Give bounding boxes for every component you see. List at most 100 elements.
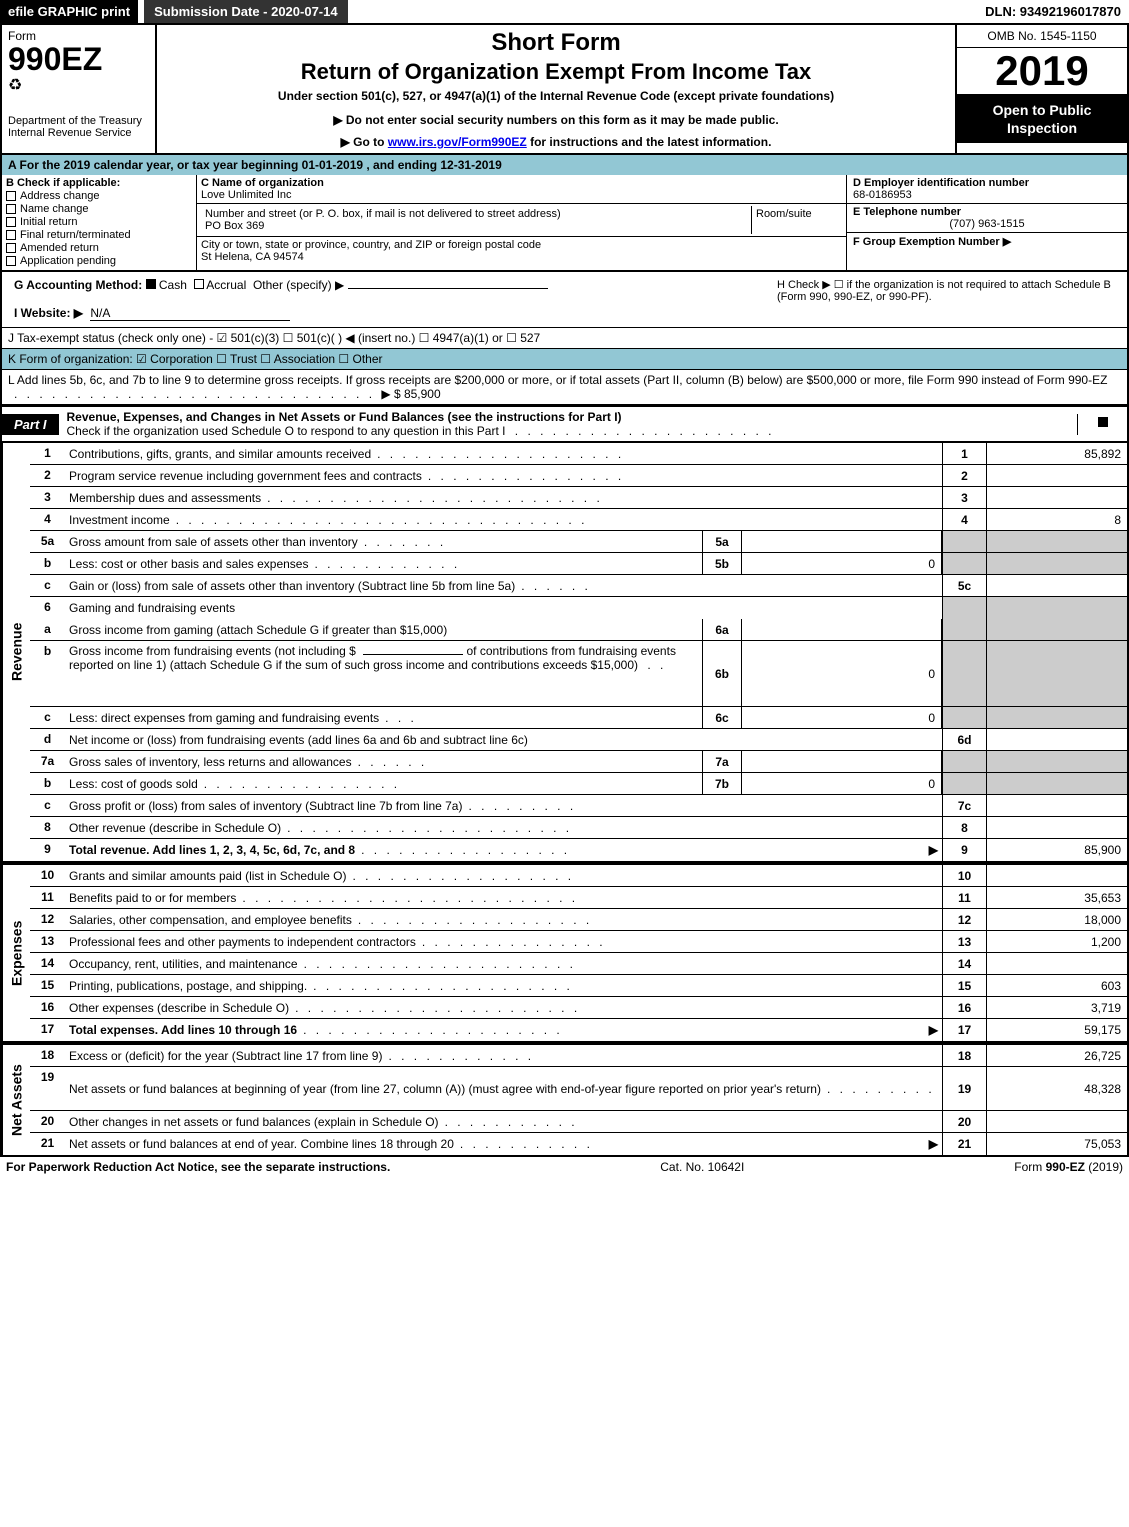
line-desc: Investment income bbox=[69, 513, 170, 527]
box-num: 10 bbox=[942, 865, 987, 886]
box-val: 75,053 bbox=[987, 1133, 1127, 1155]
box-val bbox=[987, 465, 1127, 486]
cb-label: Amended return bbox=[20, 242, 99, 254]
line-desc: Other revenue (describe in Schedule O) bbox=[69, 821, 281, 835]
sub-box-val: 0 bbox=[742, 641, 942, 706]
info-grid: B Check if applicable: Address change Na… bbox=[0, 175, 1129, 272]
shaded bbox=[987, 553, 1127, 574]
group-exemption-block: F Group Exemption Number ▶ bbox=[847, 233, 1127, 250]
sub-box-val bbox=[742, 751, 942, 772]
cb-final-return[interactable]: Final return/terminated bbox=[6, 229, 192, 241]
line-num: b bbox=[30, 641, 65, 706]
line-11: 11 Benefits paid to or for members . . .… bbox=[30, 887, 1127, 909]
box-num: 4 bbox=[942, 509, 987, 530]
dots: . . . . . . bbox=[521, 579, 938, 593]
sub-box-num: 7b bbox=[702, 773, 742, 794]
line-desc: Net assets or fund balances at beginning… bbox=[69, 1082, 821, 1096]
efile-print-button[interactable]: efile GRAPHIC print bbox=[0, 0, 138, 23]
room-suite: Room/suite bbox=[752, 206, 842, 234]
line-desc: Program service revenue including govern… bbox=[69, 469, 422, 483]
sub-box-val: 0 bbox=[742, 773, 942, 794]
line-desc: Professional fees and other payments to … bbox=[69, 935, 416, 949]
box-val bbox=[987, 817, 1127, 838]
submission-date-button[interactable]: Submission Date - 2020-07-14 bbox=[144, 0, 348, 23]
line-desc: Contributions, gifts, grants, and simila… bbox=[69, 447, 371, 461]
dots: . . . . . . . . . . . . . . . bbox=[422, 935, 938, 949]
line-6: 6 Gaming and fundraising events bbox=[30, 597, 1127, 619]
sub-box-val: 0 bbox=[742, 707, 942, 728]
dots: . . . bbox=[385, 711, 698, 725]
top-bar: efile GRAPHIC print Submission Date - 20… bbox=[0, 0, 1129, 24]
go-to-pre: ▶ Go to bbox=[341, 135, 388, 149]
line-desc: Occupancy, rent, utilities, and maintena… bbox=[69, 957, 298, 971]
box-num: 1 bbox=[942, 443, 987, 464]
other-specify-field[interactable] bbox=[348, 288, 548, 289]
shaded bbox=[987, 619, 1127, 640]
sub-box-num: 5a bbox=[702, 531, 742, 552]
cb-name-change[interactable]: Name change bbox=[6, 203, 192, 215]
city-value: St Helena, CA 94574 bbox=[201, 251, 304, 263]
line-3: 3 Membership dues and assessments . . . … bbox=[30, 487, 1127, 509]
box-num: 5c bbox=[942, 575, 987, 596]
line-7c: c Gross profit or (loss) from sales of i… bbox=[30, 795, 1127, 817]
line-9: 9 Total revenue. Add lines 1, 2, 3, 4, 5… bbox=[30, 839, 1127, 861]
box-l: L Add lines 5b, 6c, and 7b to line 9 to … bbox=[0, 370, 1129, 406]
box-val bbox=[987, 1111, 1127, 1132]
shaded bbox=[942, 751, 987, 772]
box-num: 12 bbox=[942, 909, 987, 930]
tel-value: (707) 963-1515 bbox=[853, 218, 1121, 230]
dots: . . . . . . . bbox=[364, 535, 698, 549]
box-val bbox=[987, 487, 1127, 508]
box-num: 16 bbox=[942, 997, 987, 1018]
catalog-number: Cat. No. 10642I bbox=[390, 1160, 1014, 1174]
cb-amended-return[interactable]: Amended return bbox=[6, 242, 192, 254]
part-1-checkbox[interactable] bbox=[1077, 414, 1127, 435]
line-13: 13 Professional fees and other payments … bbox=[30, 931, 1127, 953]
dots: . . . . . . . . . . . . . . . . . . . . … bbox=[14, 387, 381, 401]
box-num: 19 bbox=[942, 1067, 987, 1110]
cb-cash[interactable] bbox=[146, 279, 156, 289]
irs-label: Internal Revenue Service bbox=[8, 127, 149, 139]
line-desc: Less: cost or other basis and sales expe… bbox=[69, 557, 308, 571]
cb-initial-return[interactable]: Initial return bbox=[6, 216, 192, 228]
cb-label: Name change bbox=[20, 203, 89, 215]
line-num: 8 bbox=[30, 817, 65, 838]
line-7b: b Less: cost of goods sold . . . . . . .… bbox=[30, 773, 1127, 795]
box-num: 14 bbox=[942, 953, 987, 974]
dots: . . . . . . . . . bbox=[468, 799, 938, 813]
box-val: 35,653 bbox=[987, 887, 1127, 908]
website-field[interactable]: N/A bbox=[90, 306, 290, 321]
line-17: 17 Total expenses. Add lines 10 through … bbox=[30, 1019, 1127, 1041]
ein-label: D Employer identification number bbox=[853, 177, 1029, 189]
shaded bbox=[942, 553, 987, 574]
line-desc: Net income or (loss) from fundraising ev… bbox=[69, 733, 528, 747]
line-6b: b Gross income from fundraising events (… bbox=[30, 641, 1127, 707]
cb-accrual[interactable] bbox=[194, 279, 204, 289]
box-val bbox=[987, 729, 1127, 750]
sub-box-num: 6a bbox=[702, 619, 742, 640]
line-num: 9 bbox=[30, 839, 65, 861]
form-id-footer: Form 990-EZ (2019) bbox=[1014, 1160, 1123, 1174]
row-g-h: G Accounting Method: Cash Accrual Other … bbox=[0, 272, 1129, 328]
part-1-check-line: Check if the organization used Schedule … bbox=[67, 424, 506, 438]
ein-block: D Employer identification number 68-0186… bbox=[847, 175, 1127, 204]
dots: . . . . . . . . . . . . . . . . . . . . … bbox=[515, 424, 775, 438]
dots: . . . . . . . . . . . . . . . . . . . . … bbox=[242, 891, 938, 905]
shaded bbox=[987, 597, 1127, 619]
org-name-block: C Name of organization Love Unlimited In… bbox=[197, 175, 846, 204]
city-label: City or town, state or province, country… bbox=[201, 239, 541, 251]
part-1-label: Part I bbox=[2, 414, 59, 435]
sub-box-num: 6b bbox=[702, 641, 742, 706]
org-city-block: City or town, state or province, country… bbox=[197, 237, 846, 265]
box-d-e-f: D Employer identification number 68-0186… bbox=[847, 175, 1127, 270]
irs-link[interactable]: www.irs.gov/Form990EZ bbox=[388, 135, 527, 149]
box-j: J Tax-exempt status (check only one) - ☑… bbox=[0, 328, 1129, 349]
line-10: 10 Grants and similar amounts paid (list… bbox=[30, 865, 1127, 887]
line-desc: Gain or (loss) from sale of assets other… bbox=[69, 579, 515, 593]
box-val: 603 bbox=[987, 975, 1127, 996]
box-val: 85,892 bbox=[987, 443, 1127, 464]
contrib-amount-field[interactable] bbox=[363, 654, 463, 655]
cb-application-pending[interactable]: Application pending bbox=[6, 255, 192, 267]
cb-address-change[interactable]: Address change bbox=[6, 190, 192, 202]
header-left: Form 990EZ ♻ Department of the Treasury … bbox=[2, 25, 157, 153]
